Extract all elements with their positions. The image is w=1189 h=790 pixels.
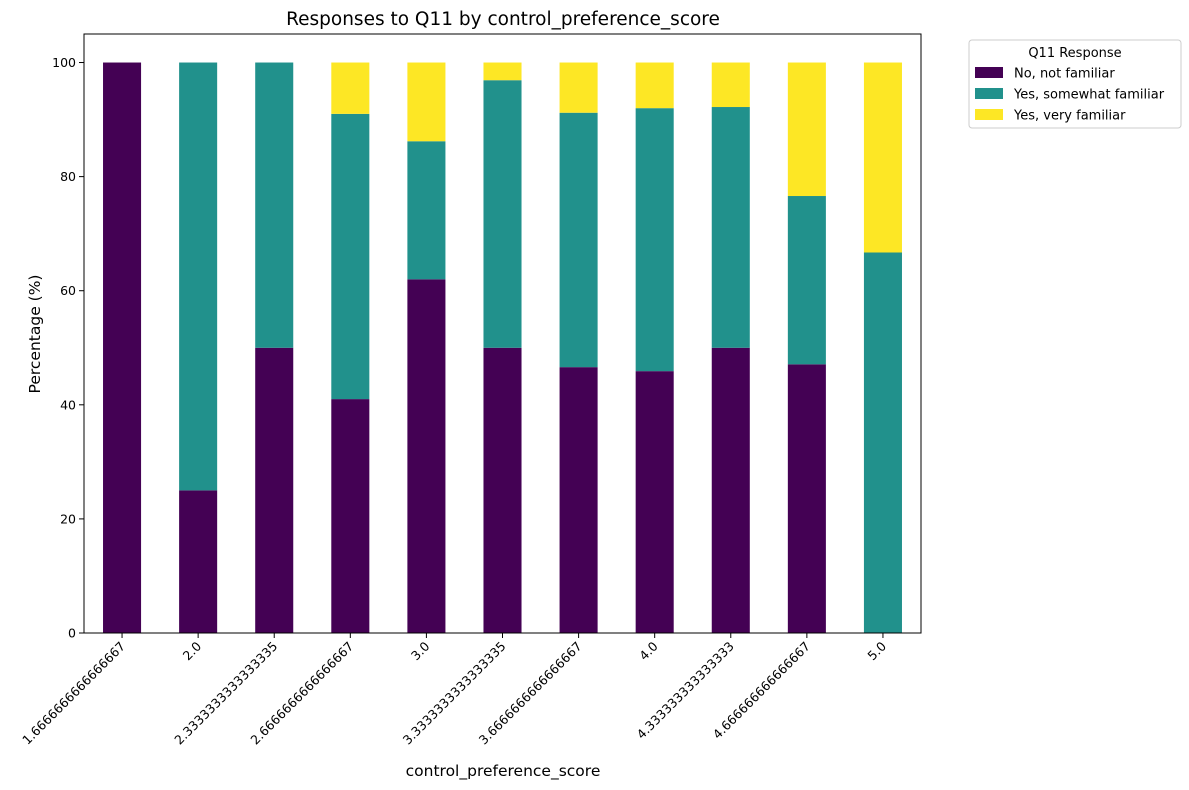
- bar-4-series-0: [407, 279, 446, 633]
- legend: Q11 Response No, not familiar Yes, somewh…: [968, 39, 1182, 129]
- bar-3-series-0: [331, 399, 370, 633]
- x-axis: 1.6666666666666667 2.02.33333333333333352…: [19, 633, 889, 748]
- bar-10-series-1: [863, 252, 902, 634]
- y-tick-label-1: 20: [60, 511, 76, 526]
- y-tick-label-2: 40: [60, 397, 76, 412]
- legend-label-1: Yes, somewhat familiar: [1013, 88, 1165, 103]
- x-axis-label: control_preference_score: [406, 762, 601, 781]
- legend-swatch-2: [975, 109, 1003, 120]
- bar-3-series-1: [331, 113, 370, 400]
- bar-6-series-0: [559, 367, 598, 633]
- bar-5-series-1: [483, 80, 522, 348]
- y-tick-label-3: 60: [60, 283, 76, 298]
- bar-4-series-2: [407, 62, 446, 142]
- bar-7-series-2: [635, 62, 674, 109]
- legend-label-0: No, not familiar: [1014, 67, 1115, 82]
- y-tick-label-0: 0: [68, 626, 76, 641]
- bar-3-series-2: [331, 62, 370, 114]
- y-tick-label-5: 100: [52, 55, 76, 70]
- bar-8-series-2: [711, 62, 750, 108]
- x-tick-label-7: 4.0: [636, 638, 661, 663]
- legend-label-2: Yes, very familiar: [1013, 109, 1126, 124]
- x-tick-label-4: 3.0: [408, 638, 433, 663]
- bar-1-series-1: [179, 62, 218, 491]
- bar-1-series-0: [179, 490, 218, 633]
- bars-group: [103, 62, 902, 634]
- bar-6-series-2: [559, 62, 598, 113]
- bar-8-series-1: [711, 107, 750, 348]
- bar-0-series-0: [103, 62, 142, 634]
- bar-10-series-2: [863, 62, 902, 253]
- bar-4-series-1: [407, 141, 446, 280]
- y-tick-label-4: 80: [60, 169, 76, 184]
- bar-2-series-1: [255, 62, 294, 348]
- bar-2-series-0: [255, 347, 294, 633]
- legend-title: Q11 Response: [1028, 46, 1121, 61]
- bar-6-series-1: [559, 112, 598, 368]
- bar-5-series-0: [483, 347, 522, 633]
- bar-9-series-1: [787, 196, 826, 365]
- y-axis-label: Percentage (%): [26, 275, 44, 394]
- legend-swatch-1: [975, 88, 1003, 99]
- bar-9-series-0: [787, 364, 826, 633]
- x-tick-label-0: 1.6666666666666667: [19, 639, 128, 748]
- bar-7-series-0: [635, 371, 674, 633]
- x-tick-label-1: 2.0: [180, 638, 205, 663]
- bar-9-series-2: [787, 62, 826, 197]
- bar-8-series-0: [711, 347, 750, 633]
- bar-5-series-2: [483, 62, 522, 81]
- bar-7-series-1: [635, 108, 674, 372]
- legend-swatch-0: [975, 67, 1003, 78]
- x-tick-label-10: 5.0: [864, 638, 889, 663]
- legend-items: No, not familiar Yes, somewhat familiar Ye…: [975, 67, 1165, 124]
- chart-title: Responses to Q11 by control_preference_s…: [286, 9, 720, 30]
- y-axis: 0 20 40 60 80 100: [52, 55, 84, 641]
- legend-frame: [968, 39, 1182, 129]
